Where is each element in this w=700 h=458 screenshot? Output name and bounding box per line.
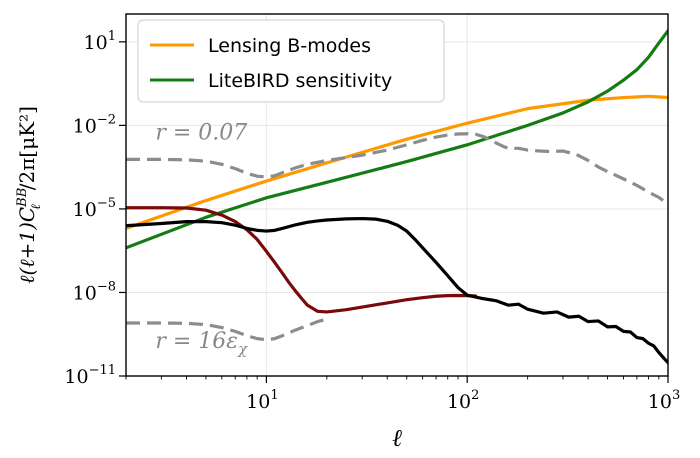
y-axis-label-prefix: ℓ(ℓ+1)C [15,207,39,284]
y-tick-label: 10−2 [73,112,116,137]
x-tick-label: 102 [447,388,479,413]
y-tick-label: 10−5 [73,196,116,221]
series-lensing-b-modes [126,94,668,230]
y-tick-label: 101 [84,29,116,54]
annotation-0: r = 0.07 [155,121,247,146]
x-axis-label: ℓ [392,424,402,452]
annotations: r = 0.07 r = 16εχ [155,121,248,358]
axis-ticks: 101 102 103 10−11 10−8 10−5 10−2 101 [64,29,680,413]
x-tick-label: 101 [246,388,278,413]
series-litebird-sensitivity [126,29,668,250]
y-axis-label-suffix: /2π[μK²] [15,106,39,190]
legend-box [137,19,445,103]
y-axis-label-sub: ℓ [29,204,44,210]
plot-frame [125,13,669,377]
plot-series [126,29,668,365]
x-tick-label: 103 [648,388,680,413]
y-axis-label: ℓ(ℓ+1)CBBℓ/2π[μK²] [15,106,44,284]
y-axis-label-sup: BB [15,188,30,208]
y-tick-label: 10−11 [64,363,116,388]
series-line-2 [126,206,478,314]
legend-label-lensing: Lensing B-modes [208,35,371,57]
series-line-3 [126,216,668,365]
series-line-4 [126,132,668,206]
y-tick-label: 10−8 [73,279,116,304]
legend-label-litebird: LiteBIRD sensitivity [208,70,392,92]
annotation-1: r = 16εχ [155,329,248,358]
series-line-5 [126,317,328,342]
legend: Lensing B-modes LiteBIRD sensitivity [137,19,445,103]
svg-text:ℓ(ℓ+1)CBBℓ/2π[μK²]: ℓ(ℓ+1)CBBℓ/2π[μK²] [15,106,44,284]
